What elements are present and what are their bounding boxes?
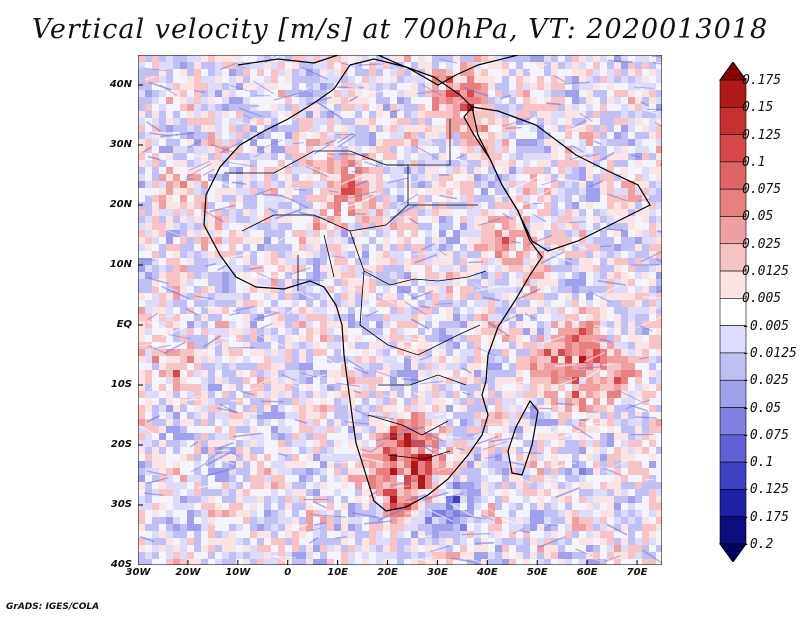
lat-label: 20S — [110, 439, 132, 450]
lon-label: 50E — [526, 567, 548, 578]
colorbar-label: -0.075 — [742, 427, 789, 443]
colorbar-label: -0.1 — [742, 455, 774, 471]
lat-label: 30N — [109, 139, 132, 150]
madagascar-coastline — [507, 399, 539, 476]
colorbar-label: -0.0125 — [742, 345, 797, 361]
arabia-coastline — [471, 106, 651, 252]
colorbar-label: 0.15 — [742, 100, 774, 116]
lat-label: 40N — [109, 79, 132, 90]
colorbar-swatch — [719, 161, 747, 190]
lat-label: 40S — [110, 559, 132, 570]
colorbar-label: -0.05 — [742, 400, 782, 416]
colorbar-swatch — [719, 188, 747, 217]
colorbar-label: 0.175 — [742, 73, 782, 88]
lon-label: 40E — [476, 567, 498, 578]
colorbar-label: -0.175 — [742, 509, 789, 525]
lon-label: 10E — [327, 567, 348, 578]
colorbar-swatch — [719, 79, 747, 108]
lon-label: 10W — [225, 567, 251, 578]
colorbar-swatch — [719, 243, 747, 272]
colorbar-swatch — [719, 216, 747, 245]
lat-label: 10N — [109, 259, 132, 270]
lon-label: 30W — [125, 567, 151, 578]
velocity-field — [138, 55, 662, 565]
lon-label: 60E — [576, 567, 598, 578]
lon-label: 0 — [284, 567, 292, 578]
colorbar-label: -0.125 — [742, 482, 789, 498]
colorbar-label: 0.125 — [742, 127, 782, 143]
lon-label: 70E — [626, 567, 648, 578]
colorbar — [719, 62, 747, 562]
colorbar-label: -0.025 — [742, 373, 789, 389]
colorbar-swatch — [719, 516, 747, 545]
colorbar-swatch — [719, 461, 747, 490]
colorbar-label: 0.0125 — [742, 264, 789, 280]
colorbar-swatch — [719, 379, 747, 408]
lat-label: 30S — [110, 499, 132, 510]
colorbar-bottom-arrow — [719, 543, 747, 562]
colorbar-swatch — [719, 489, 747, 518]
lat-label: 20N — [109, 199, 132, 210]
colorbar-label: 0.05 — [742, 209, 774, 225]
lon-label: 20W — [175, 567, 201, 578]
colorbar-swatch — [719, 325, 747, 354]
colorbar-swatch — [719, 352, 747, 381]
colorbar-swatch — [719, 134, 747, 163]
colorbar-label: 0.025 — [742, 236, 782, 252]
colorbar-label: 0.1 — [742, 154, 766, 170]
lon-label: 30E — [427, 567, 448, 578]
colorbar-swatch — [719, 434, 747, 463]
country-borders — [224, 119, 487, 460]
grads-credit: GrADS: IGES/COLA — [6, 602, 100, 612]
colorbar-swatch — [719, 270, 747, 299]
colorbar-label: -0.005 — [742, 318, 789, 334]
map-panel — [138, 55, 662, 565]
europe-coastline — [237, 55, 519, 86]
axis-ticks — [138, 84, 638, 565]
lat-label: EQ — [116, 319, 132, 330]
lat-label: 10S — [110, 379, 132, 390]
colorbar-label: 0.075 — [742, 182, 782, 198]
colorbar-label: -0.2 — [742, 537, 774, 552]
colorbar-label: 0.005 — [742, 291, 782, 307]
coastlines — [203, 55, 651, 512]
colorbar-swatch — [719, 106, 747, 135]
chart-title: Vertical velocity [m/s] at 700hPa, VT: 2… — [31, 14, 769, 45]
lon-label: 20E — [377, 567, 398, 578]
